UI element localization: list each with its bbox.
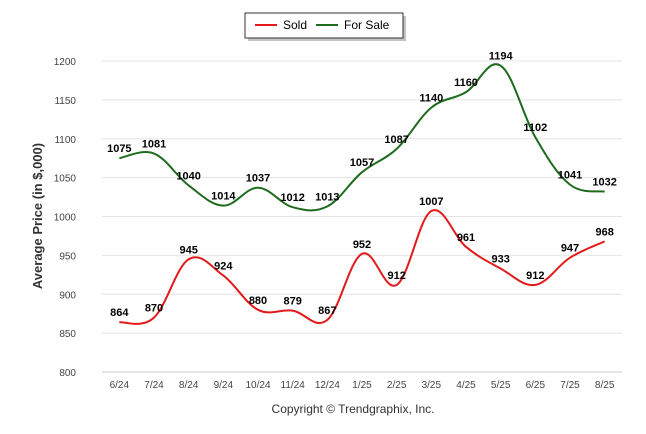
data-label: 968 [595, 226, 613, 238]
data-label: 870 [145, 303, 163, 315]
series-lines [119, 63, 606, 325]
data-label: 1014 [211, 191, 236, 203]
x-tick-label: 7/24 [144, 380, 164, 391]
legend-sold-label: Sold [283, 18, 307, 32]
x-tick-label: 3/25 [422, 380, 442, 391]
data-labels: 864 870 945 924 880 879 867 952 912 1007 961 933 912… [107, 51, 617, 320]
data-label: 1081 [142, 139, 166, 151]
x-tick-label: 5/25 [491, 380, 511, 391]
data-label: 880 [249, 295, 267, 307]
data-label: 867 [318, 305, 336, 317]
series-line-for-sale [119, 63, 605, 212]
data-label: 1140 [419, 93, 443, 105]
x-axis-ticks: 6/24 7/24 8/24 9/24 10/24 11/24 12/24 1/25 2/25 3… [110, 380, 615, 391]
data-label: 1075 [107, 143, 131, 155]
x-tick-label: 8/24 [179, 380, 199, 391]
x-tick-label: 9/24 [214, 380, 234, 391]
data-label: 1102 [523, 122, 547, 134]
gridlines [102, 60, 622, 373]
x-tick-label: 11/24 [281, 380, 306, 391]
y-tick-label: 1150 [54, 96, 76, 107]
y-tick-label: 950 [59, 251, 76, 262]
data-label: 952 [353, 239, 371, 251]
data-label: 1012 [280, 192, 304, 204]
data-label: 879 [283, 296, 301, 308]
x-tick-label: 8/25 [595, 380, 615, 391]
x-tick-label: 2/25 [387, 380, 407, 391]
data-label: 1041 [558, 170, 582, 182]
y-tick-label: 850 [59, 329, 76, 340]
data-label: 1194 [489, 51, 514, 63]
x-tick-label: 4/25 [456, 380, 476, 391]
x-tick-label: 1/25 [352, 380, 372, 391]
legend: Sold For Sale [244, 12, 406, 41]
y-tick-label: 900 [59, 290, 76, 301]
data-label: 864 [110, 307, 129, 319]
y-tick-label: 1000 [54, 213, 77, 224]
legend-forsale-label: For Sale [344, 18, 390, 32]
data-label: 1032 [592, 177, 616, 189]
copyright-footer: Copyright © Trendgraphix, Inc. [272, 402, 435, 416]
data-label: 1160 [454, 77, 478, 89]
x-tick-label: 7/25 [560, 380, 580, 391]
y-tick-label: 800 [59, 368, 76, 379]
y-axis-ticks: 800 850 900 950 1000 1050 1100 1150 1200 [54, 57, 77, 379]
data-label: 912 [387, 270, 405, 282]
data-label: 924 [214, 261, 233, 273]
x-tick-label: 10/24 [245, 380, 270, 391]
x-tick-label: 6/24 [110, 380, 130, 391]
data-label: 945 [179, 244, 197, 256]
data-label: 1087 [384, 134, 408, 146]
data-label: 961 [457, 232, 475, 244]
data-label: 933 [491, 254, 509, 266]
data-label: 1007 [419, 196, 443, 208]
y-tick-label: 1100 [54, 135, 76, 146]
data-label: 1013 [315, 191, 339, 203]
series-line-sold [119, 209, 606, 325]
y-tick-label: 1050 [54, 174, 77, 185]
data-label: 1040 [176, 170, 200, 182]
y-axis-label: Average Price (in $,000) [30, 143, 45, 289]
x-tick-label: 6/25 [526, 380, 546, 391]
y-tick-label: 1200 [54, 57, 77, 68]
x-tick-label: 12/24 [315, 380, 340, 391]
data-label: 1057 [350, 157, 374, 169]
data-label: 912 [526, 270, 544, 282]
data-label: 947 [561, 243, 579, 255]
data-label: 1037 [246, 173, 270, 185]
